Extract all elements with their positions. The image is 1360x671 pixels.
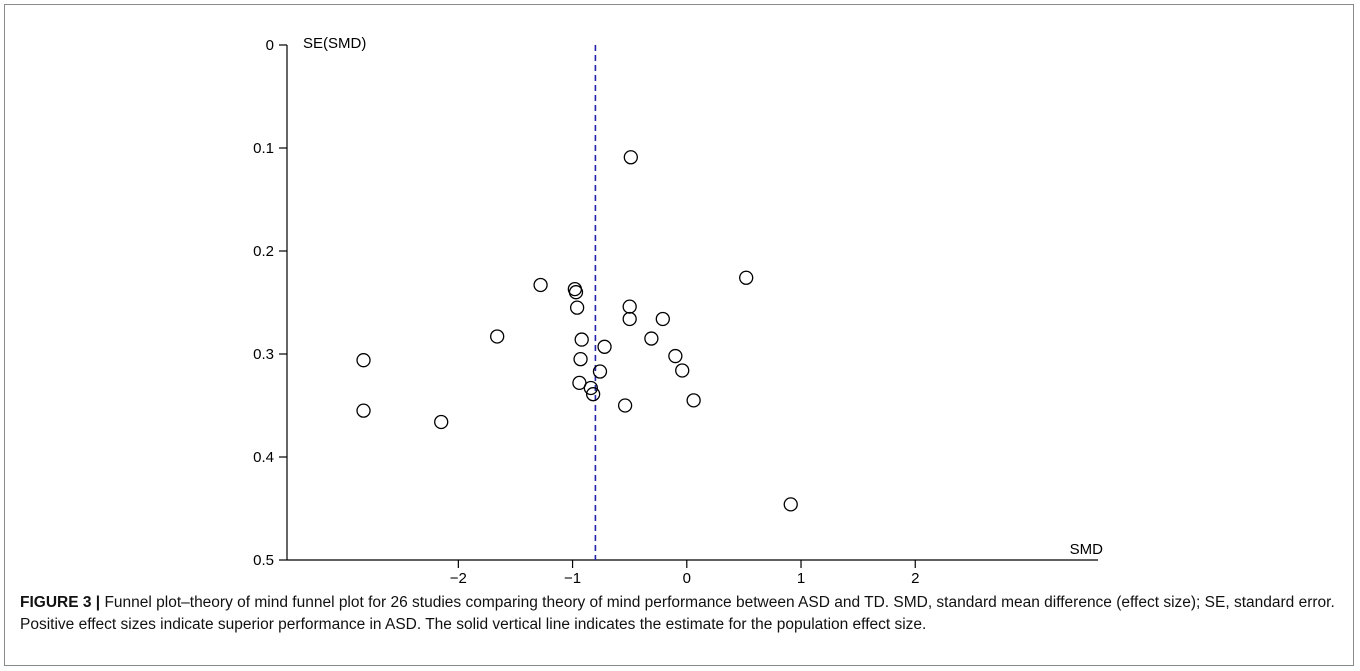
data-point	[668, 348, 683, 364]
data-point	[655, 311, 670, 327]
data-point	[597, 339, 612, 354]
data-point	[783, 497, 798, 512]
data-point	[356, 353, 371, 368]
data-point	[569, 300, 585, 315]
y-tick-label: 0	[266, 37, 274, 54]
x-tick-label: −2	[450, 570, 467, 587]
data-point	[622, 299, 637, 314]
figure-frame	[4, 4, 1354, 666]
caption-label: FIGURE 3 |	[20, 594, 101, 611]
data-point	[434, 414, 449, 430]
data-points	[356, 150, 798, 512]
y-tick-label: 0.1	[253, 140, 274, 157]
data-point	[686, 393, 701, 408]
x-tick-label: 1	[797, 570, 805, 587]
x-tick-label: 2	[911, 570, 919, 587]
data-point	[356, 403, 371, 418]
data-point	[675, 363, 690, 378]
data-point	[623, 150, 638, 165]
plot-axes: 0 0.1 0.2 0.3 0.4 0.5 −2 −1 0 1 2 SE(SMD) SMD	[253, 35, 1103, 587]
data-point	[568, 285, 584, 300]
x-tick-label: −1	[564, 570, 581, 587]
data-point	[617, 398, 633, 413]
figure-caption: FIGURE 3 | Funnel plot–theory of mind fu…	[20, 592, 1345, 636]
y-tick-label: 0.4	[253, 449, 274, 466]
data-point	[573, 351, 588, 367]
data-point	[592, 364, 608, 379]
data-point	[583, 380, 598, 396]
data-point	[490, 329, 505, 344]
caption-text: Funnel plot–theory of mind funnel plot f…	[20, 594, 1335, 633]
data-point	[622, 311, 637, 327]
x-axis-label: SMD	[1070, 541, 1104, 558]
data-point	[585, 387, 601, 402]
data-point	[644, 331, 659, 346]
y-tick-label: 0.2	[253, 243, 274, 260]
funnel-plot: 0 0.1 0.2 0.3 0.4 0.5 −2 −1 0 1 2 SE(SMD) SMD	[253, 35, 1103, 587]
data-point	[533, 277, 548, 293]
data-point	[739, 270, 754, 285]
y-tick-label: 0.5	[253, 552, 274, 569]
y-axis-label: SE(SMD)	[303, 35, 366, 52]
x-tick-label: 0	[683, 570, 691, 587]
y-tick-label: 0.3	[253, 346, 274, 363]
data-point	[574, 332, 589, 347]
